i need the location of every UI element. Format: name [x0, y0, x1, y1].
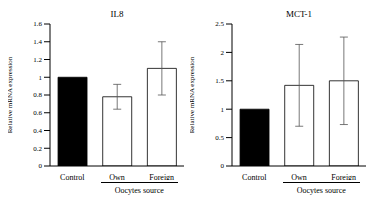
svg-text:0.5: 0.5	[215, 134, 224, 142]
svg-text:1: 1	[221, 106, 225, 114]
svg-text:0.2: 0.2	[33, 145, 42, 153]
svg-text:Relative mRNA expression: Relative mRNA expression	[190, 56, 196, 133]
svg-text:Control: Control	[60, 173, 85, 180]
svg-text:0: 0	[39, 162, 43, 170]
svg-text:2.5: 2.5	[215, 20, 224, 28]
svg-text:1.2: 1.2	[33, 56, 42, 64]
html-text:IL8: IL8	[110, 9, 124, 19]
svg-text:Control: Control	[242, 173, 267, 180]
svg-text:0.4: 0.4	[33, 127, 42, 135]
svg-text:0.6: 0.6	[33, 109, 42, 117]
svg-text:Own: Own	[291, 173, 307, 180]
svg-text:0.8: 0.8	[33, 91, 42, 99]
svg-text:Own: Own	[109, 173, 125, 180]
svg-text:1.4: 1.4	[33, 38, 42, 46]
svg-text:Foreign: Foreign	[149, 173, 174, 180]
svg-text:Relative mRNA expression: Relative mRNA expression	[8, 56, 14, 133]
svg-text:1.6: 1.6	[33, 20, 42, 28]
svg-text:0: 0	[221, 162, 225, 170]
html-text:Oocytes source: Oocytes source	[114, 186, 164, 195]
svg-text:1: 1	[39, 74, 43, 82]
html-text:Oocytes source: Oocytes source	[296, 186, 346, 195]
svg-text:2: 2	[221, 49, 225, 57]
html-text:MCT-1: MCT-1	[285, 9, 313, 19]
svg-text:Foreign: Foreign	[331, 173, 356, 180]
svg-text:1.5: 1.5	[215, 77, 224, 85]
